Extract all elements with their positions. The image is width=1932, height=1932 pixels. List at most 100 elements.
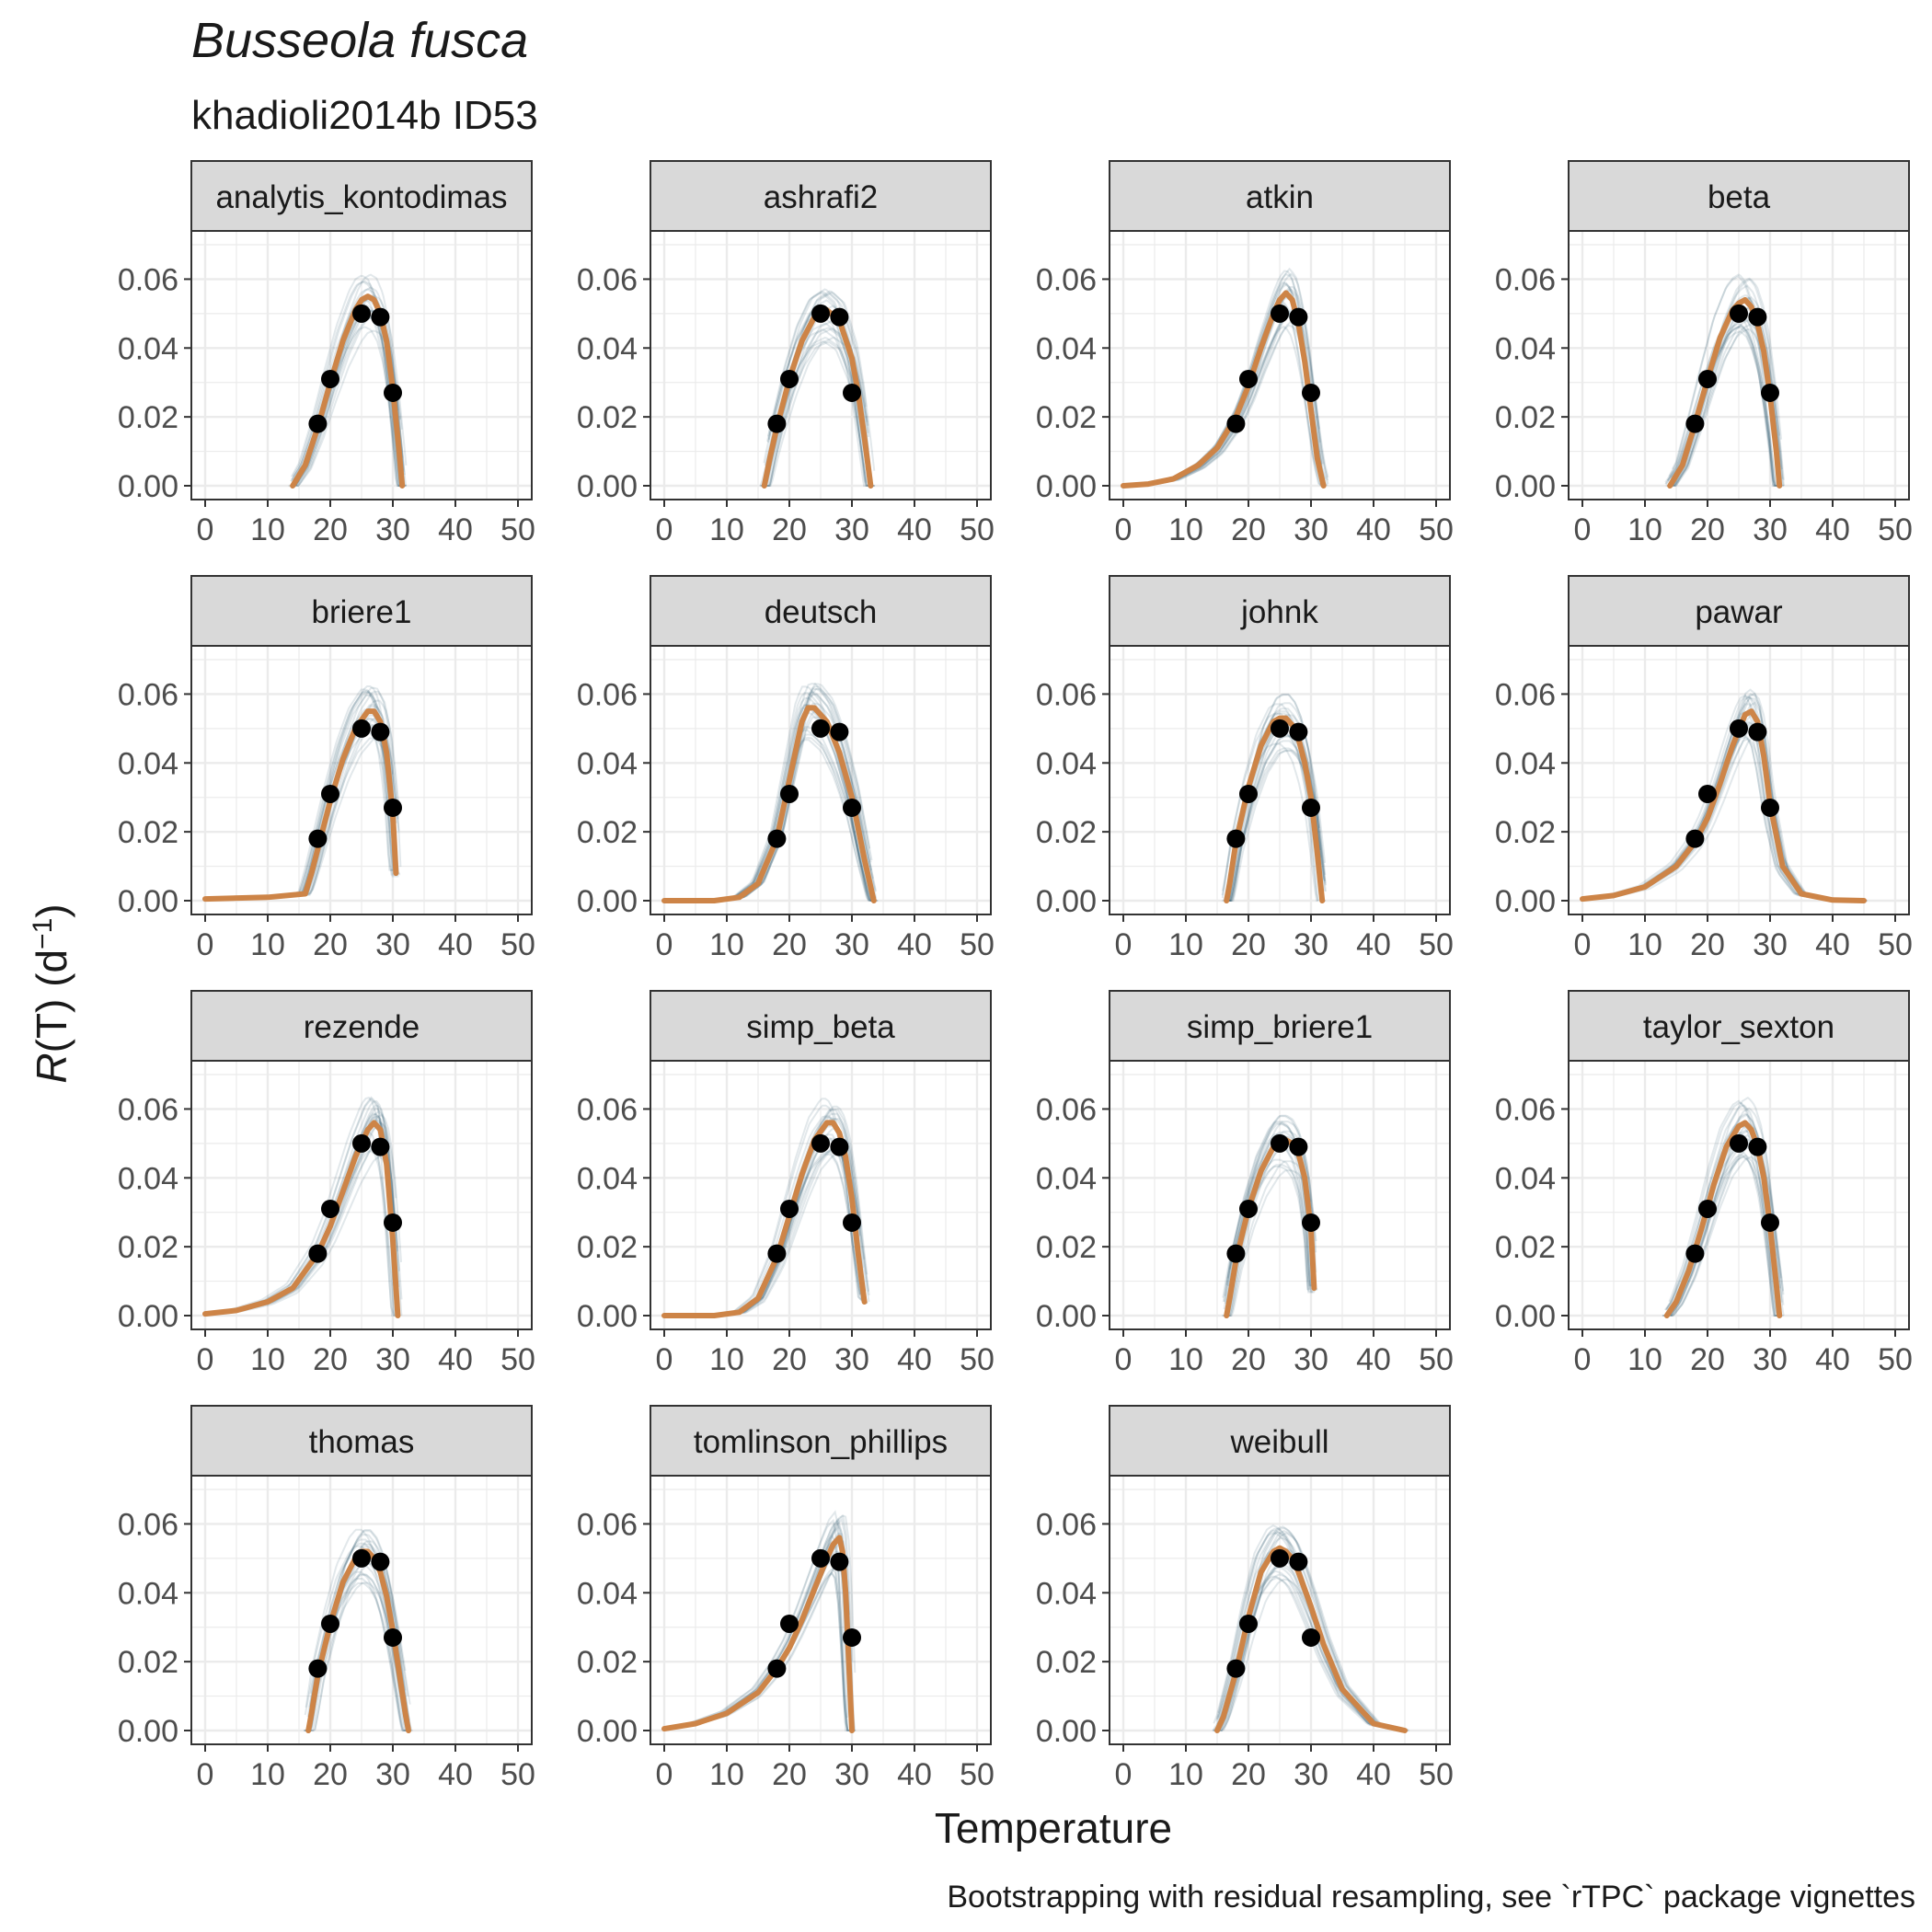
fitted-curve [202,1120,401,1318]
x-tick-label: 10 [1168,927,1203,962]
bootstrap-curve [767,290,876,487]
x-tick-label: 50 [1419,1342,1454,1377]
bootstrap-curve [1226,1158,1316,1293]
x-tick-label: 40 [1356,512,1391,547]
bootstrap-curve [305,1553,407,1731]
x-tick-label: 20 [772,1342,807,1377]
y-tick-label: 0.00 [577,1299,638,1334]
y-tick-label: 0.00 [1495,1299,1556,1334]
x-tick-label: 50 [960,1342,995,1377]
data-point [830,307,849,327]
y-tick-label: 0.06 [577,677,638,712]
data-point [1302,383,1320,402]
data-point [384,1627,402,1647]
fitted-curve [305,1548,411,1733]
x-tick-label: 0 [656,1342,673,1377]
data-point [352,719,371,738]
data-point [371,1137,390,1156]
x-tick-label: 0 [1574,512,1592,547]
y-tick-label: 0.04 [1036,1161,1097,1196]
data-point [1685,829,1705,848]
data-point [1226,414,1246,433]
data-point [780,784,799,803]
panels-grid: analytis_kontodimas 0.00 0.02 0.04 0.06 0 10 20… [118,160,1913,1792]
x-tick-label: 20 [313,512,348,547]
x-tick-label: 0 [197,927,214,962]
bootstrap-curve [291,329,402,487]
facet-strip [190,160,533,232]
data-point [371,722,390,742]
facet-label: tomlinson_phillips [694,1424,948,1460]
y-tick-label: 0.04 [577,1576,638,1611]
x-tick-label: 30 [834,927,869,962]
bootstrap-curve [304,1581,405,1731]
data-point [1748,722,1767,742]
data-point [1685,1244,1705,1263]
facet-label: analytis_kontodimas [215,179,507,215]
x-tick-label: 10 [250,1342,285,1377]
panel-border [650,230,992,500]
x-tick-label: 30 [1753,1342,1788,1377]
bootstrap-curve [1667,322,1777,487]
caption: Bootstrapping with residual resampling, … [947,1880,1915,1915]
chart-subtitle: khadioli2014b ID53 [191,93,538,138]
fitted-curve [1580,708,1867,903]
y-tick-label: 0.06 [118,1092,178,1127]
facet-strip [1568,160,1910,232]
panel-briere1: briere1 0.00 0.02 0.04 0.06 0 10 20 30 40 50 [118,575,535,962]
x-tick-label: 20 [1231,1342,1266,1377]
y-tick-label: 0.02 [577,400,638,435]
y-tick-label: 0.02 [1495,1230,1556,1265]
bootstrap-curve [1673,306,1785,487]
x-tick-label: 40 [897,1757,932,1792]
x-tick-label: 20 [1231,927,1266,962]
x-tick-label: 40 [438,1757,473,1792]
panel-weibull: weibull 0.00 0.02 0.04 0.06 0 10 20 30 40 50 [1036,1405,1454,1792]
x-tick-label: 0 [197,1757,214,1792]
panel-border [1109,1060,1451,1330]
data-point [1698,369,1717,388]
y-tick-label: 0.00 [1036,469,1097,504]
x-tick-label: 10 [709,927,744,962]
x-tick-label: 0 [197,512,214,547]
x-tick-label: 40 [897,1342,932,1377]
facet-strip [1109,1405,1451,1477]
bootstrap-curve [1665,1148,1779,1317]
x-tick-label: 10 [250,927,285,962]
panel-pawar: pawar 0.00 0.02 0.04 0.06 0 10 20 30 40 50 [1495,575,1913,962]
data-point [830,722,849,742]
x-tick-label: 0 [1115,1342,1133,1377]
fitted-curve [661,705,877,903]
data-point [1748,1137,1767,1156]
facet-strip [190,1405,533,1477]
data-point [1698,1199,1717,1218]
bootstrap-curve [1671,1142,1785,1317]
data-point [1761,383,1779,402]
data-point [384,383,402,402]
data-point [1730,1133,1748,1153]
facet-label: simp_beta [746,1009,895,1045]
x-tick-label: 20 [772,1757,807,1792]
y-tick-label: 0.00 [1495,469,1556,504]
y-tick-label: 0.04 [118,746,178,781]
x-tick-label: 10 [709,1342,744,1377]
y-tick-label: 0.06 [118,1507,178,1542]
y-tick-label: 0.04 [1495,746,1556,781]
y-tick-label: 0.04 [577,1161,638,1196]
panel-border [650,645,992,915]
x-tick-label: 10 [250,512,285,547]
facet-label: rezende [304,1009,420,1045]
y-tick-label: 0.04 [118,1576,178,1611]
y-axis-title-text: (T) (d [28,949,75,1052]
y-axis-title-sup: −1 [28,918,58,949]
bootstrap-curve [1664,326,1777,487]
bootstrap-curve [759,305,868,487]
y-axis-title: R(T) (d−1) [28,903,76,1083]
facet-label: briere1 [312,594,412,630]
x-tick-label: 50 [500,927,535,962]
fitted-curve [202,708,399,903]
bootstrap-curve [1670,1122,1785,1317]
bootstrap-curve [304,1570,406,1731]
y-axis-title-italic: R [28,1052,75,1083]
